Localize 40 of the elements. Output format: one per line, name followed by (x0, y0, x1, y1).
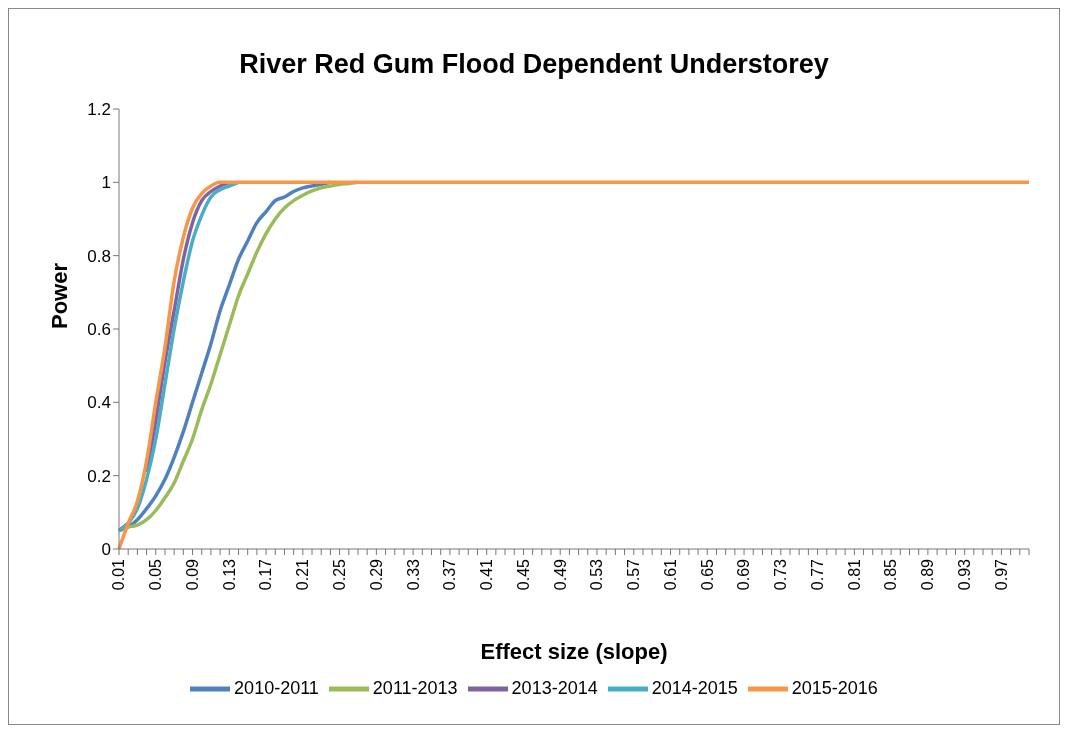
y-tick-label: 0.2 (87, 466, 111, 486)
x-tick-label: 0.69 (735, 558, 753, 591)
x-tick-label: 0.41 (478, 558, 496, 591)
y-tick-label: 1 (101, 173, 111, 193)
x-tick-label: 0.01 (110, 558, 128, 591)
x-tick-label: 0.65 (698, 558, 716, 591)
x-tick-label: 0.61 (661, 558, 679, 591)
x-tick-label: 0.77 (808, 558, 826, 591)
x-tick-label: 0.05 (147, 558, 165, 591)
legend-label: 2014-2015 (651, 677, 738, 698)
x-tick-label: 0.73 (772, 558, 790, 591)
x-tick-label: 0.45 (514, 558, 532, 591)
x-tick-label: 0.49 (551, 558, 569, 591)
x-tick-label: 0.33 (404, 558, 422, 591)
x-tick-label: 0.89 (919, 558, 937, 591)
x-tick-label: 0.93 (956, 558, 974, 591)
legend-label: 2011-2013 (372, 677, 458, 698)
x-tick-label: 0.17 (257, 558, 275, 591)
x-tick-label: 0.57 (625, 558, 643, 591)
x-tick-label: 0.97 (992, 558, 1010, 591)
x-tick-label: 0.21 (294, 558, 312, 591)
y-tick-label: 0.4 (87, 393, 111, 413)
y-tick-label: 1.2 (87, 100, 111, 120)
legend-label: 2013-2014 (511, 677, 598, 698)
x-axis-title: Effect size (slope) (480, 639, 668, 664)
legend-label: 2015-2016 (791, 677, 878, 698)
x-tick-label: 0.13 (220, 558, 238, 591)
legend-label: 2010-2011 (234, 677, 319, 698)
y-tick-label: 0.8 (87, 246, 111, 266)
x-tick-label: 0.53 (588, 558, 606, 591)
y-tick-label: 0.6 (87, 320, 111, 340)
chart-title: River Red Gum Flood Dependent Understorey (238, 49, 830, 81)
y-tick-label: 0 (101, 540, 111, 560)
x-tick-label: 0.37 (441, 558, 459, 591)
x-tick-label: 0.85 (882, 558, 900, 591)
x-tick-label: 0.29 (367, 558, 385, 591)
y-axis-title: Power (46, 262, 72, 329)
x-tick-label: 0.81 (845, 558, 863, 591)
x-tick-label: 0.25 (330, 558, 348, 591)
x-tick-label: 0.09 (183, 558, 201, 591)
